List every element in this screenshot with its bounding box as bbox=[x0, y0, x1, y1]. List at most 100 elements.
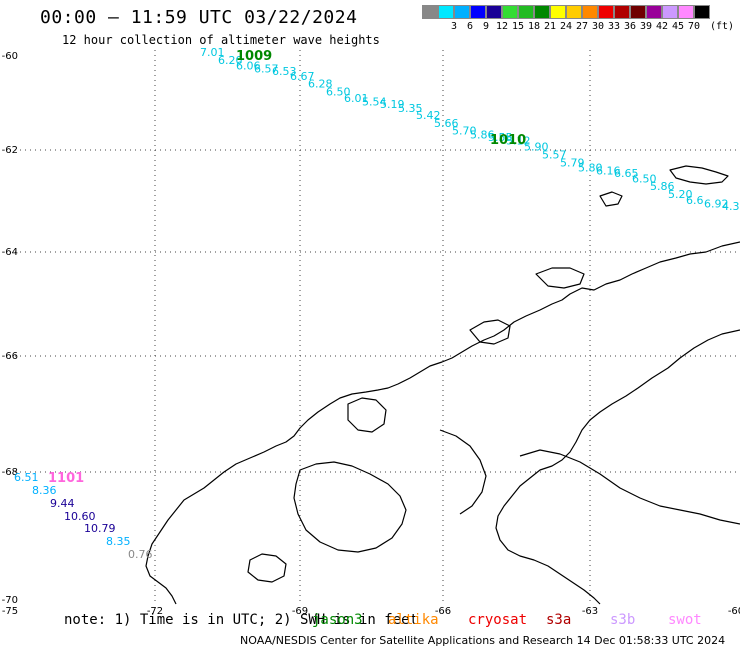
wave-height-label: 10.60 bbox=[64, 510, 96, 523]
legend-tick-label: 42 bbox=[655, 21, 669, 32]
legend-swatch bbox=[662, 5, 678, 19]
legend-labels: (ft) 3 6 9 12 15 18 21 24 27 30 33 36 39 42 45 70 bbox=[422, 19, 740, 33]
legend-tick-label: 45 bbox=[671, 21, 685, 32]
wave-height-label: 9.44 bbox=[50, 497, 75, 510]
coastline-island-alexander bbox=[293, 461, 407, 553]
lon-tick-label: -69 bbox=[292, 606, 308, 617]
legend-swatch bbox=[646, 5, 662, 19]
cycle-label: 1010 bbox=[490, 133, 526, 148]
wave-height-label: 5.86 bbox=[470, 129, 495, 142]
legend-swatch bbox=[566, 5, 582, 19]
wave-height-label: 5.12 bbox=[506, 135, 531, 148]
coastline-island-joinville bbox=[535, 267, 585, 289]
wave-height-label: 8.36 bbox=[32, 484, 57, 497]
map-title: 00:00 — 11:59 UTC 03/22/2024 bbox=[40, 7, 358, 28]
wave-height-label: 6.57 bbox=[254, 63, 279, 76]
legend-swatch bbox=[486, 5, 502, 19]
legend-swatch bbox=[422, 5, 438, 19]
coastline bbox=[145, 165, 740, 605]
lon-tick-label: -75 bbox=[2, 606, 18, 617]
wave-height-label: 5.79 bbox=[560, 156, 585, 169]
wave-height-label: 6.50 bbox=[326, 86, 351, 99]
wave-height-label: 5.70 bbox=[452, 124, 477, 137]
wave-height-label: 5.42 bbox=[416, 109, 441, 122]
lat-tick-label: -64 bbox=[2, 247, 18, 258]
legend-swatch bbox=[518, 5, 534, 19]
coastline-peninsula-west bbox=[145, 241, 740, 605]
lat-tick-label: -68 bbox=[2, 467, 18, 478]
lon-tick-label: -63 bbox=[582, 606, 598, 617]
legend-swatch bbox=[694, 5, 710, 19]
legend-tick-label: 3 bbox=[450, 21, 458, 32]
satellite-label: swot bbox=[668, 612, 702, 628]
lon-tick-label: -72 bbox=[147, 606, 163, 617]
cycle-label: 1101 bbox=[48, 471, 84, 486]
coastline-island-anvers bbox=[469, 319, 511, 345]
legend-swatch bbox=[502, 5, 518, 19]
wave-height-label: 6.65 bbox=[614, 167, 639, 180]
legend-tick-label: 15 bbox=[511, 21, 525, 32]
legend-swatch bbox=[454, 5, 470, 19]
wave-height-label: 0.76 bbox=[128, 548, 153, 561]
legend-tick-label: 24 bbox=[559, 21, 573, 32]
wave-height-label: 5.54 bbox=[362, 96, 387, 109]
altimeter-tracks: 7.016.206.066.576.536.676.286.506.015.54… bbox=[14, 46, 740, 561]
coastline-peninsula-east bbox=[495, 329, 740, 605]
wave-height-label: 4.3 bbox=[722, 200, 740, 213]
legend-tick-label: 30 bbox=[591, 21, 605, 32]
wave-height-label: 6.6 bbox=[686, 194, 704, 207]
legend-tick-label: 39 bbox=[639, 21, 653, 32]
wave-height-label: 5.55 bbox=[488, 131, 513, 144]
wave-height-label: 5.57 bbox=[542, 149, 567, 162]
wave-height-legend: (ft) 3 6 9 12 15 18 21 24 27 30 33 36 39 42 45 70 bbox=[422, 5, 740, 33]
legend-tick-label: 21 bbox=[543, 21, 557, 32]
footer-note: note: 1) Time is in UTC; 2) SWH is in fe… bbox=[64, 612, 419, 628]
legend-swatch bbox=[438, 5, 454, 19]
lat-tick-label: -70 bbox=[2, 595, 18, 606]
legend-swatch bbox=[614, 5, 630, 19]
satellite-label: cryosat bbox=[468, 612, 528, 628]
legend-tick-label: 27 bbox=[575, 21, 589, 32]
wave-height-label: 6.20 bbox=[218, 54, 243, 67]
wave-height-label: 5.80 bbox=[578, 161, 603, 174]
legend-tick-label: 33 bbox=[607, 21, 621, 32]
legend-swatch bbox=[534, 5, 550, 19]
wave-height-label: 5.86 bbox=[650, 180, 675, 193]
wave-height-label: 6.06 bbox=[236, 59, 261, 72]
legend-swatch bbox=[582, 5, 598, 19]
legend-tick-label: 36 bbox=[623, 21, 637, 32]
satellite-label: s3b bbox=[610, 612, 636, 628]
legend-tick-label: 6 bbox=[466, 21, 474, 32]
wave-height-label: 6.51 bbox=[14, 471, 39, 484]
legend-unit: (ft) bbox=[710, 21, 735, 32]
legend-swatch bbox=[470, 5, 486, 19]
satellite-label: altika bbox=[388, 612, 439, 628]
wave-height-label: 6.67 bbox=[290, 70, 315, 83]
legend-tick-label: 70 bbox=[687, 21, 701, 32]
wave-height-label: 6.50 bbox=[632, 172, 657, 185]
lat-tick-label: -66 bbox=[2, 351, 18, 362]
legend-tick-label: 9 bbox=[482, 21, 490, 32]
wave-height-label: 5.90 bbox=[524, 141, 549, 154]
lat-lon-grid: -75 -72 -69 -66 -63 -60 -60 -62 -64 -66 -68 -70 bbox=[2, 50, 740, 617]
lat-tick-label: -60 bbox=[2, 51, 18, 62]
legend-swatch bbox=[550, 5, 566, 19]
wave-height-label: 6.28 bbox=[308, 77, 333, 90]
legend-swatch bbox=[678, 5, 694, 19]
wave-height-label: 7.01 bbox=[200, 46, 225, 59]
coastline-island-adelaide bbox=[347, 397, 387, 433]
wave-height-label: 5.19 bbox=[380, 98, 405, 111]
wave-height-label: 6.16 bbox=[596, 164, 621, 177]
cycle-label: 1009 bbox=[236, 49, 272, 64]
lat-tick-label: -62 bbox=[2, 145, 18, 156]
wave-height-label: 6.01 bbox=[344, 92, 369, 105]
coastline-ice-shelf bbox=[519, 449, 740, 525]
map-subtitle: 12 hour collection of altimeter wave hei… bbox=[62, 33, 380, 47]
wave-height-label: 6.92 bbox=[704, 197, 729, 210]
legend-swatch bbox=[598, 5, 614, 19]
legend-tick-label: 18 bbox=[527, 21, 541, 32]
legend-swatch bbox=[630, 5, 646, 19]
coastline-island-shetland-2 bbox=[599, 191, 623, 207]
wave-height-label: 6.53 bbox=[272, 65, 297, 78]
